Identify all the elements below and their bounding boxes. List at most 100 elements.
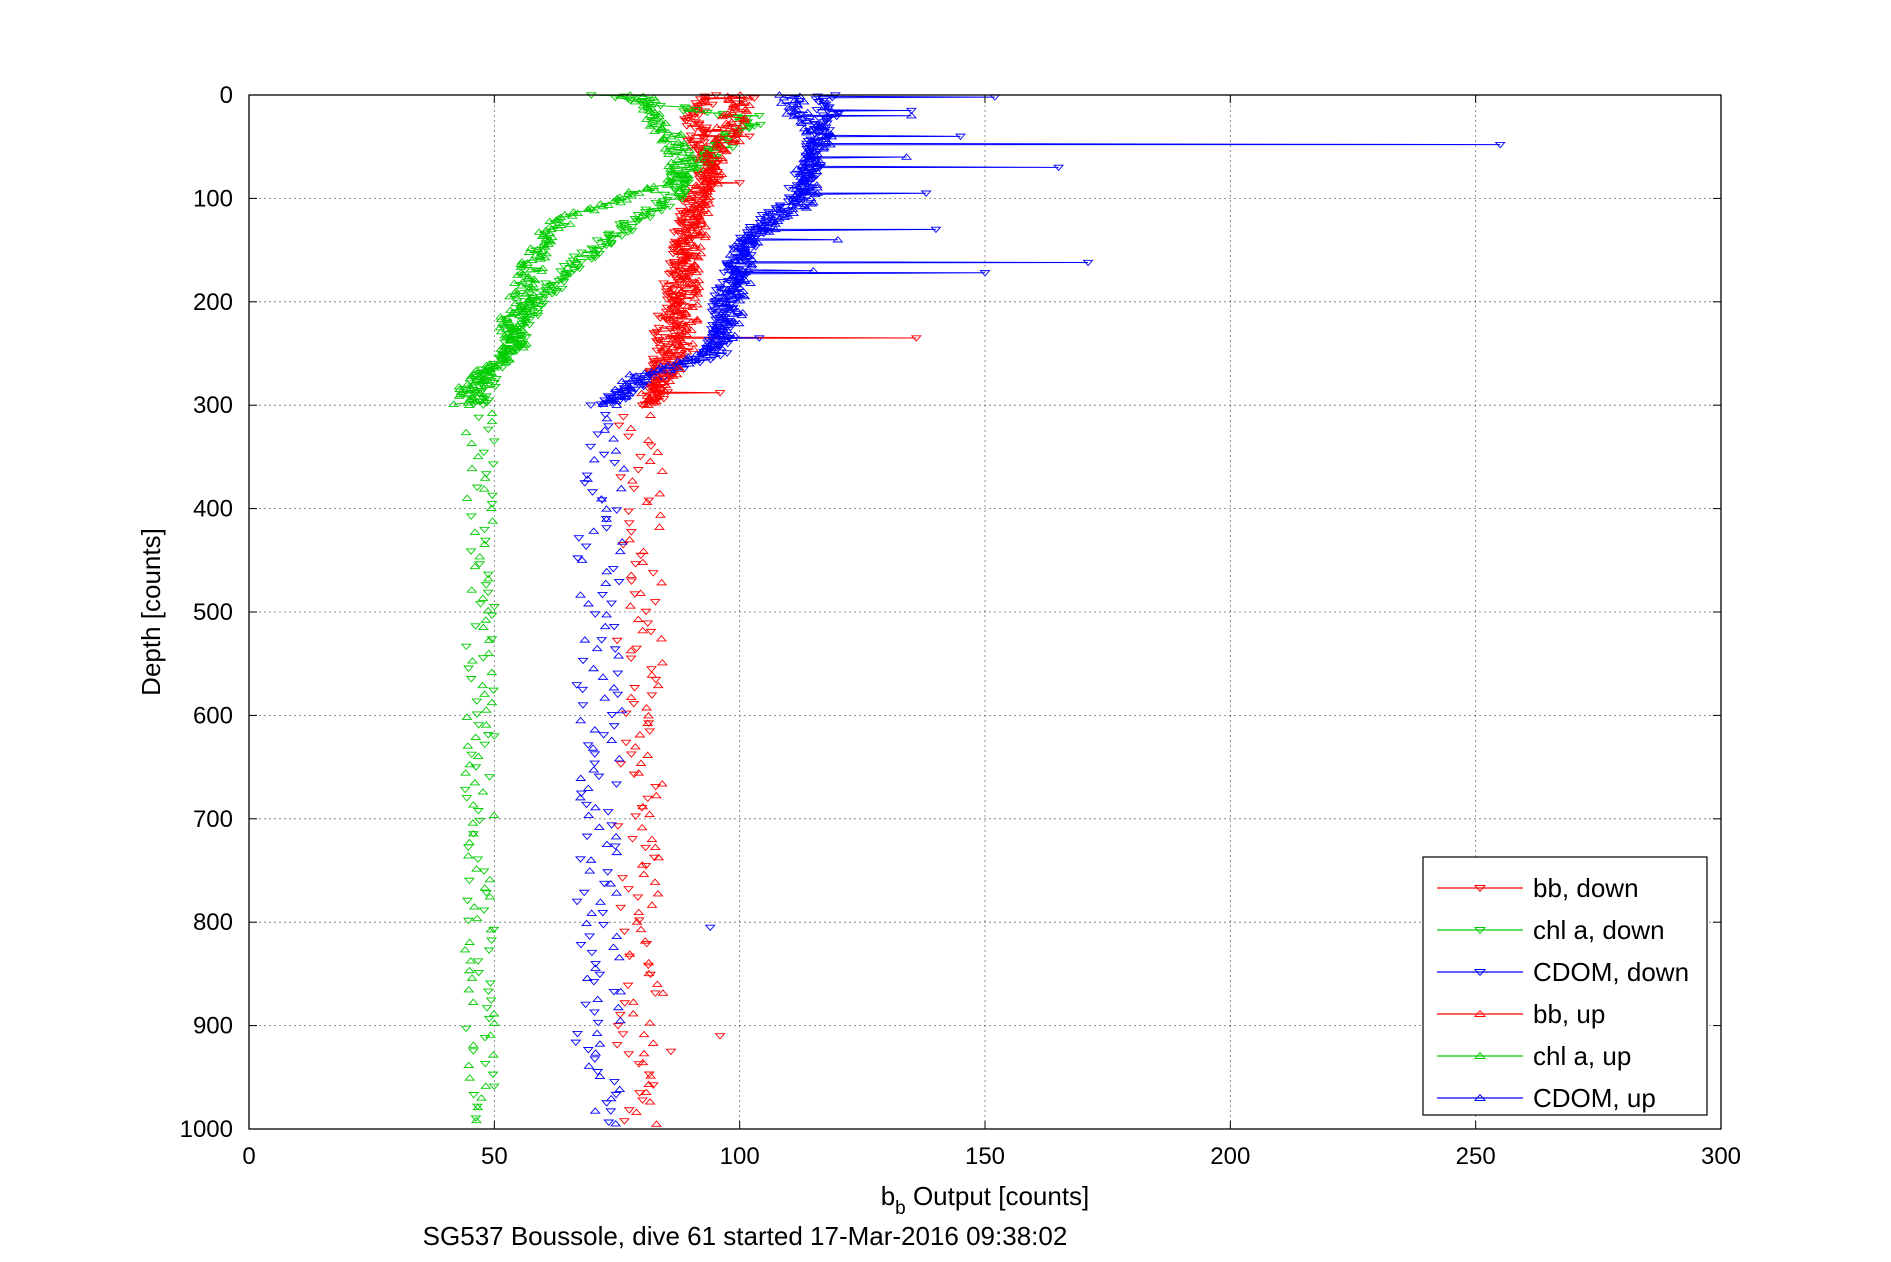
data-point bbox=[477, 623, 489, 631]
data-point bbox=[477, 655, 489, 662]
data-point bbox=[794, 170, 806, 177]
data-point bbox=[580, 1001, 592, 1009]
data-point bbox=[575, 774, 587, 781]
data-point bbox=[488, 1083, 500, 1090]
data-point bbox=[733, 126, 745, 133]
data-point bbox=[698, 139, 710, 146]
data-point bbox=[654, 489, 666, 497]
data-point bbox=[602, 869, 614, 876]
data-point bbox=[468, 903, 480, 910]
data-point-outlier bbox=[488, 604, 500, 611]
data-point bbox=[800, 204, 812, 211]
data-point bbox=[662, 197, 674, 204]
data-point bbox=[468, 1092, 480, 1099]
data-point bbox=[601, 567, 613, 575]
data-point bbox=[628, 771, 640, 779]
data-point bbox=[681, 123, 693, 130]
data-point bbox=[716, 314, 728, 321]
data-point bbox=[707, 322, 719, 329]
data-point bbox=[797, 174, 809, 182]
data-point bbox=[694, 204, 706, 211]
data-point bbox=[463, 1061, 475, 1069]
legend-label: bb, up bbox=[1533, 999, 1605, 1029]
data-point bbox=[710, 141, 722, 148]
data-point bbox=[726, 290, 738, 297]
data-point bbox=[687, 214, 699, 222]
data-point bbox=[722, 110, 734, 117]
data-point bbox=[720, 315, 732, 323]
data-point bbox=[609, 385, 621, 393]
data-point bbox=[638, 1049, 650, 1057]
data-point bbox=[624, 950, 636, 957]
data-point bbox=[539, 292, 550, 300]
data-point bbox=[574, 793, 586, 801]
data-point bbox=[722, 95, 734, 102]
data-point bbox=[736, 311, 748, 319]
data-point bbox=[635, 759, 647, 766]
data-point bbox=[640, 863, 652, 870]
data-point bbox=[591, 644, 603, 652]
data-point bbox=[613, 754, 625, 762]
data-point bbox=[740, 268, 752, 276]
data-point bbox=[480, 471, 492, 478]
data-point bbox=[470, 733, 482, 740]
data-point bbox=[482, 574, 494, 582]
data-point bbox=[453, 382, 465, 390]
data-point bbox=[523, 295, 535, 302]
data-point bbox=[589, 964, 601, 971]
data-point bbox=[920, 190, 932, 197]
data-point bbox=[647, 1082, 659, 1089]
data-point bbox=[645, 411, 656, 418]
data-point bbox=[714, 132, 726, 140]
data-point bbox=[589, 726, 601, 733]
data-point bbox=[486, 369, 498, 376]
data-point bbox=[645, 368, 657, 375]
data-point bbox=[589, 1107, 601, 1114]
data-point bbox=[612, 823, 624, 830]
data-point bbox=[796, 161, 808, 168]
data-point bbox=[478, 485, 490, 492]
data-point bbox=[744, 101, 755, 109]
data-point bbox=[670, 187, 682, 195]
data-point bbox=[693, 121, 705, 129]
data-point bbox=[654, 511, 666, 518]
data-point bbox=[807, 146, 819, 153]
data-point bbox=[528, 291, 540, 298]
data-point bbox=[667, 353, 679, 360]
data-point bbox=[488, 811, 500, 819]
data-point bbox=[901, 153, 912, 160]
data-point bbox=[629, 685, 641, 692]
data-point bbox=[611, 391, 623, 398]
data-point bbox=[614, 1011, 626, 1019]
data-point bbox=[802, 108, 814, 116]
data-point bbox=[576, 556, 588, 563]
data-point bbox=[614, 547, 626, 555]
data-point bbox=[532, 306, 544, 313]
data-point bbox=[599, 426, 611, 433]
data-point bbox=[649, 96, 661, 104]
data-point bbox=[618, 928, 630, 936]
data-point bbox=[467, 1041, 479, 1048]
data-point bbox=[727, 144, 739, 152]
data-point bbox=[523, 248, 535, 255]
data-point bbox=[700, 178, 712, 186]
data-point bbox=[678, 185, 690, 192]
data-point bbox=[586, 949, 598, 957]
data-point bbox=[471, 484, 483, 492]
data-point bbox=[727, 127, 739, 134]
data-point bbox=[487, 517, 499, 524]
data-point bbox=[630, 1108, 642, 1115]
data-point bbox=[479, 540, 491, 547]
data-point bbox=[601, 611, 613, 618]
data-point bbox=[605, 880, 617, 887]
data-point bbox=[482, 988, 494, 996]
data-point bbox=[529, 276, 541, 284]
data-point bbox=[680, 206, 692, 214]
data-point bbox=[631, 95, 643, 102]
data-point bbox=[711, 318, 723, 325]
data-point bbox=[588, 664, 600, 672]
data-point bbox=[464, 1074, 476, 1081]
data-point bbox=[697, 349, 709, 356]
data-point bbox=[812, 150, 824, 157]
data-point bbox=[484, 893, 496, 900]
